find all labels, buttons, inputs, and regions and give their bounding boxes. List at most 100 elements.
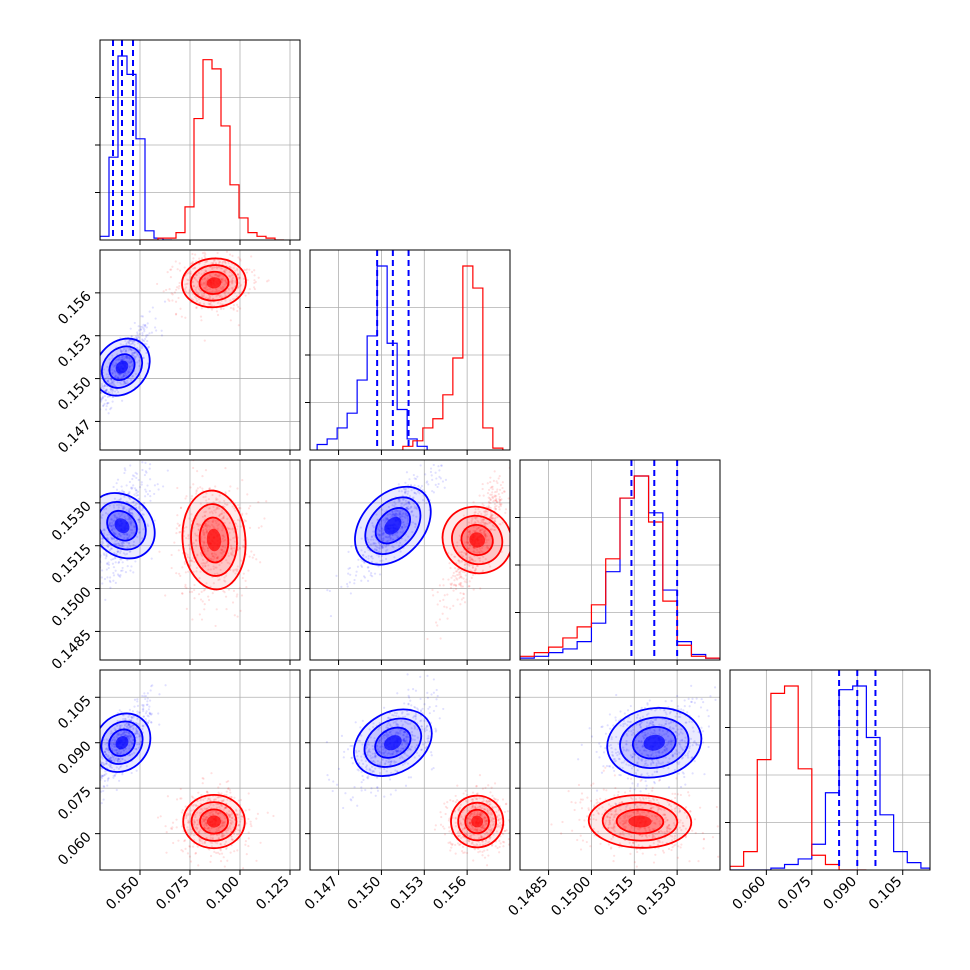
sample-point — [118, 575, 122, 578]
sample-point — [117, 761, 120, 764]
sample-point — [402, 511, 405, 515]
sample-point — [108, 758, 111, 761]
sample-point — [474, 559, 477, 563]
sample-point — [239, 285, 242, 288]
sample-point — [116, 381, 119, 384]
sample-point — [236, 565, 239, 568]
sample-point — [129, 507, 132, 510]
sample-point — [407, 490, 410, 493]
sample-point — [365, 555, 368, 559]
sample-point — [91, 773, 93, 775]
sample-point — [187, 570, 190, 573]
sample-point — [426, 480, 429, 483]
sample-point — [361, 553, 365, 557]
sample-point — [186, 553, 189, 556]
sample-point — [109, 536, 113, 539]
sample-point — [128, 724, 131, 727]
sample-point — [110, 758, 114, 762]
sample-point — [482, 531, 485, 534]
sample-point — [351, 744, 354, 747]
sample-point — [223, 535, 226, 538]
sample-point — [134, 487, 137, 490]
sample-point — [476, 564, 479, 568]
sample-point — [75, 616, 77, 618]
sample-point — [204, 528, 207, 531]
sample-point — [219, 294, 222, 297]
sample-point — [466, 538, 469, 541]
sample-point — [401, 763, 404, 767]
sample-point — [398, 515, 401, 519]
sample-point — [141, 513, 144, 516]
sample-point — [404, 745, 407, 748]
sample-point — [203, 541, 206, 544]
sample-point — [198, 811, 202, 814]
sample-point — [160, 334, 164, 337]
sample-point — [222, 799, 225, 803]
sample-point — [218, 806, 221, 809]
sample-point — [373, 770, 376, 773]
sample-point — [347, 550, 350, 553]
sample-point — [135, 769, 138, 772]
sample-point — [194, 534, 197, 537]
sample-point — [208, 798, 212, 801]
sample-point — [454, 587, 458, 591]
sample-point — [203, 277, 207, 280]
sample-point — [494, 507, 498, 510]
sample-point — [235, 568, 238, 571]
sample-point — [405, 733, 409, 736]
sample-point — [491, 517, 494, 520]
sample-point — [365, 536, 368, 540]
sample-point — [482, 533, 485, 536]
sample-point — [240, 818, 243, 821]
sample-point — [218, 514, 221, 517]
sample-point — [407, 748, 411, 751]
sample-point — [370, 560, 374, 563]
sample-point — [120, 350, 123, 353]
sample-point — [229, 791, 232, 794]
sample-point — [405, 740, 408, 743]
sample-point — [220, 833, 223, 836]
sample-point — [144, 488, 147, 491]
sample-point — [110, 739, 113, 742]
sample-point — [133, 351, 136, 355]
sample-point — [208, 297, 211, 300]
sample-point — [227, 588, 231, 591]
sample-point — [392, 721, 395, 724]
sample-point — [393, 556, 396, 559]
sample-point — [404, 730, 407, 734]
sample-point — [228, 810, 231, 813]
sample-point — [170, 292, 173, 295]
sample-point — [239, 525, 243, 528]
sample-point — [89, 543, 91, 545]
sample-point — [133, 531, 136, 535]
sample-point — [96, 383, 98, 385]
sample-point — [112, 527, 115, 530]
sample-point — [436, 603, 439, 606]
sample-point — [192, 796, 195, 799]
sample-point — [398, 757, 402, 760]
sample-point — [218, 494, 221, 497]
sample-point — [108, 549, 112, 552]
sample-point — [496, 481, 499, 485]
sample-point — [121, 541, 124, 544]
sample-point — [408, 503, 411, 506]
sample-point — [216, 812, 219, 815]
sample-point — [231, 286, 234, 289]
sample-point — [199, 799, 202, 802]
sample-point — [144, 495, 147, 498]
sample-point — [231, 553, 234, 556]
sample-point — [211, 520, 214, 523]
sample-point — [189, 559, 192, 562]
sample-point — [127, 349, 130, 352]
sample-point — [145, 335, 148, 338]
sample-point — [102, 395, 105, 398]
sample-point — [126, 379, 129, 383]
sample-point — [481, 487, 484, 491]
sample-point — [473, 511, 476, 514]
sample-point — [372, 760, 375, 763]
sample-point — [222, 856, 225, 859]
sample-point — [196, 799, 199, 803]
sample-point — [401, 502, 404, 505]
sample-point — [360, 537, 363, 540]
sample-point — [190, 831, 193, 834]
